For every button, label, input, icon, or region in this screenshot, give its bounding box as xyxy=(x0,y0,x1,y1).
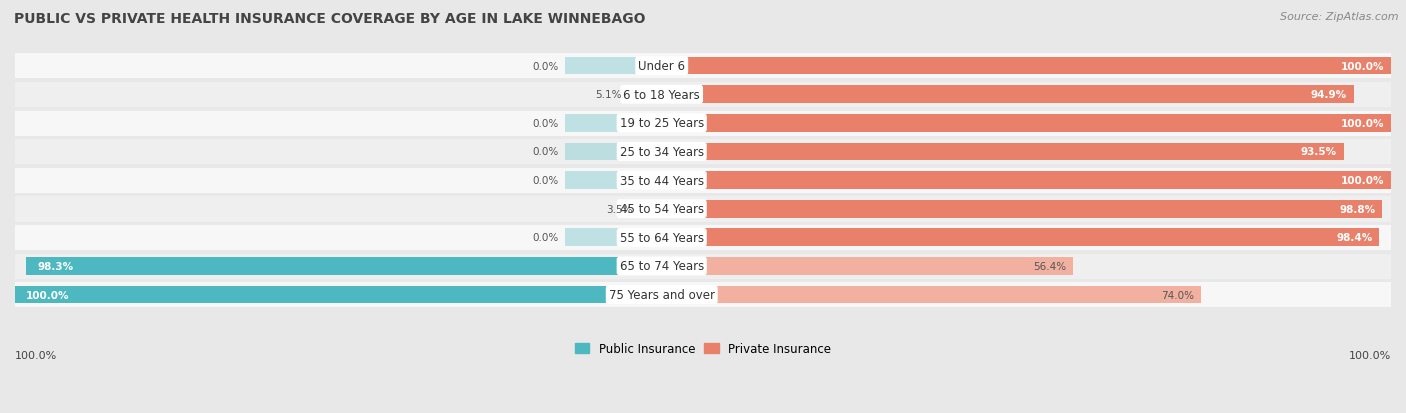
Text: 93.5%: 93.5% xyxy=(1301,147,1337,157)
Bar xyxy=(15,282,1391,308)
Text: 100.0%: 100.0% xyxy=(15,350,58,360)
Text: 0.0%: 0.0% xyxy=(533,62,558,71)
Bar xyxy=(662,115,1391,133)
Text: 25 to 34 Years: 25 to 34 Years xyxy=(620,146,704,159)
Bar xyxy=(15,196,1391,222)
Bar xyxy=(565,143,662,161)
Text: 0.0%: 0.0% xyxy=(533,147,558,157)
Bar xyxy=(15,286,662,304)
Bar xyxy=(662,86,1354,104)
Bar xyxy=(662,172,1391,190)
Legend: Public Insurance, Private Insurance: Public Insurance, Private Insurance xyxy=(571,337,835,360)
Text: 0.0%: 0.0% xyxy=(533,119,558,128)
Text: 100.0%: 100.0% xyxy=(1340,62,1384,71)
Text: Under 6: Under 6 xyxy=(638,60,685,73)
Bar xyxy=(640,200,662,218)
Bar xyxy=(15,225,1391,251)
Text: 19 to 25 Years: 19 to 25 Years xyxy=(620,117,704,130)
Text: 98.3%: 98.3% xyxy=(37,261,73,271)
Bar xyxy=(15,139,1391,165)
Bar xyxy=(662,286,1201,304)
Text: 98.8%: 98.8% xyxy=(1340,204,1375,214)
Text: 3.5%: 3.5% xyxy=(606,204,633,214)
Text: 55 to 64 Years: 55 to 64 Years xyxy=(620,231,704,244)
Text: 56.4%: 56.4% xyxy=(1033,261,1066,271)
Text: 100.0%: 100.0% xyxy=(1348,350,1391,360)
Text: Source: ZipAtlas.com: Source: ZipAtlas.com xyxy=(1281,12,1399,22)
Bar xyxy=(15,254,1391,279)
Bar xyxy=(662,229,1379,247)
Bar xyxy=(565,57,662,75)
Text: 0.0%: 0.0% xyxy=(533,233,558,243)
Text: 0.0%: 0.0% xyxy=(533,176,558,186)
Bar xyxy=(25,257,662,275)
Bar xyxy=(662,57,1391,75)
Text: 6 to 18 Years: 6 to 18 Years xyxy=(623,88,700,102)
Text: 35 to 44 Years: 35 to 44 Years xyxy=(620,174,704,187)
Text: 100.0%: 100.0% xyxy=(25,290,69,300)
Text: 100.0%: 100.0% xyxy=(1340,176,1384,186)
Text: 74.0%: 74.0% xyxy=(1161,290,1195,300)
Bar xyxy=(662,143,1344,161)
Bar xyxy=(662,257,1073,275)
Text: PUBLIC VS PRIVATE HEALTH INSURANCE COVERAGE BY AGE IN LAKE WINNEBAGO: PUBLIC VS PRIVATE HEALTH INSURANCE COVER… xyxy=(14,12,645,26)
Bar xyxy=(565,115,662,133)
Bar xyxy=(15,54,1391,79)
Bar xyxy=(15,111,1391,136)
Text: 65 to 74 Years: 65 to 74 Years xyxy=(620,260,704,273)
Bar xyxy=(565,229,662,247)
Bar xyxy=(565,172,662,190)
Text: 98.4%: 98.4% xyxy=(1336,233,1372,243)
Bar xyxy=(628,86,662,104)
Text: 94.9%: 94.9% xyxy=(1310,90,1347,100)
Text: 5.1%: 5.1% xyxy=(595,90,621,100)
Text: 100.0%: 100.0% xyxy=(1340,119,1384,128)
Bar xyxy=(15,82,1391,108)
Text: 45 to 54 Years: 45 to 54 Years xyxy=(620,203,704,216)
Bar xyxy=(15,168,1391,194)
Bar xyxy=(662,200,1382,218)
Text: 75 Years and over: 75 Years and over xyxy=(609,288,714,301)
